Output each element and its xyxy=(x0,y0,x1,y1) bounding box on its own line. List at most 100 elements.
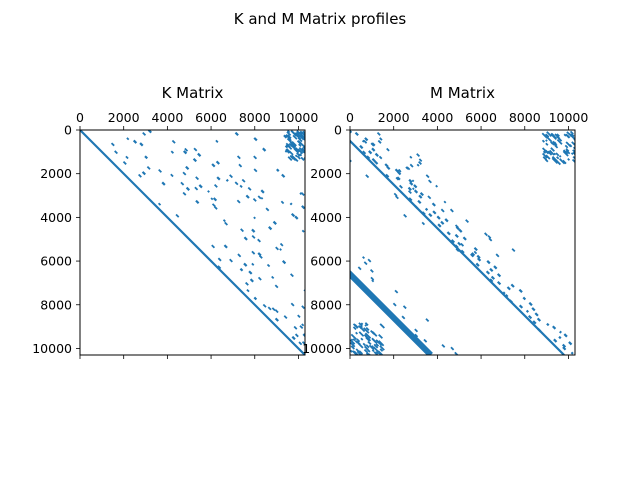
k-matrix-nonzero-segment xyxy=(346,316,349,319)
k-matrix-nonzero-segment xyxy=(224,221,229,226)
k-matrix-nonzero-segment xyxy=(332,277,335,280)
m-matrix-corner-block-segment xyxy=(541,132,548,139)
m-matrix-corner-block-segment xyxy=(556,135,563,142)
k-matrix-nonzero-segment xyxy=(344,240,347,243)
m-matrix-corner-block-segment xyxy=(542,152,548,159)
k-matrix-nonzero-segment xyxy=(110,142,115,147)
m-matrix-nonzero-segment xyxy=(408,197,413,202)
k-matrix-corner-block-segment xyxy=(299,153,303,157)
m-matrix-nonzero-segment xyxy=(379,137,383,141)
m-matrix-nonzero-segment xyxy=(418,161,422,165)
k-matrix-corner-block-segment xyxy=(294,154,298,158)
m-matrix-nonzero-segment xyxy=(428,179,432,184)
m-matrix-nonzero-segment xyxy=(409,155,413,159)
k-matrix-nonzero-segment xyxy=(402,287,405,290)
m-matrix-nonzero-segment xyxy=(489,278,494,283)
m-matrix-nonzero-segment xyxy=(417,199,422,205)
m-matrix-corner-block-segment xyxy=(367,340,372,346)
k-matrix-nonzero-segment xyxy=(399,311,402,314)
k-matrix-nonzero-segment xyxy=(211,163,216,168)
m-matrix-nonzero-segment xyxy=(354,131,359,137)
m-matrix-nonzero-segment xyxy=(528,301,533,307)
k-matrix-nonzero-segment xyxy=(195,176,200,181)
k-matrix-nonzero-segment xyxy=(267,306,272,311)
k-matrix-nonzero-segment xyxy=(276,168,280,172)
k-matrix-nonzero-segment xyxy=(368,224,371,227)
m-matrix-nonzero-segment xyxy=(363,139,368,144)
k-matrix-nonzero-segment xyxy=(420,243,423,246)
m-matrix-corner-block-segment xyxy=(555,152,560,157)
m-matrix-nonzero-segment xyxy=(414,328,419,333)
k-matrix-nonzero-segment xyxy=(300,192,305,197)
m-matrix-nonzero-segment xyxy=(416,163,420,167)
k-matrix-nonzero-segment xyxy=(385,211,388,214)
m-matrix-nonzero-segment xyxy=(454,233,459,239)
m-matrix-corner-block-segment xyxy=(371,349,375,353)
m-matrix-nonzero-segment xyxy=(440,220,445,225)
k-matrix-nonzero-segment xyxy=(142,132,147,136)
k-matrix-corner-block-segment xyxy=(302,146,305,150)
k-matrix-nonzero-segment xyxy=(309,320,312,323)
k-matrix-nonzero-segment xyxy=(266,263,271,268)
k-matrix-nonzero-segment xyxy=(274,284,279,289)
m-matrix-nonzero-segment xyxy=(534,312,539,317)
k-matrix-nonzero-segment xyxy=(262,147,267,152)
k-matrix-nonzero-segment xyxy=(239,184,243,188)
m-matrix-nonzero-segment xyxy=(409,181,414,186)
k-matrix-nonzero-segment xyxy=(299,192,303,195)
k-matrix-nonzero-segment xyxy=(238,163,243,168)
k-matrix-nonzero-segment xyxy=(194,186,199,191)
m-matrix-nonzero-segment xyxy=(409,163,414,168)
k-matrix-nonzero-segment xyxy=(298,341,303,346)
m-matrix-corner-block-segment xyxy=(355,331,358,335)
m-matrix-corner-block-segment xyxy=(567,157,571,161)
m-matrix-corner-block-segment xyxy=(362,342,367,347)
k-matrix-frame xyxy=(79,129,306,356)
m-matrix-corner-block-segment xyxy=(569,130,574,135)
k-matrix-nonzero-segment xyxy=(488,324,491,327)
m-matrix-corner-block-segment xyxy=(554,144,559,149)
m-matrix-corner-block-segment xyxy=(358,322,363,327)
k-matrix-nonzero-segment xyxy=(211,203,216,208)
m-matrix-nonzero-segment xyxy=(522,296,527,301)
m-matrix-nonzero-segment xyxy=(440,208,445,213)
k-matrix-nonzero-segment xyxy=(192,158,197,163)
m-matrix-nonzero-segment xyxy=(419,192,424,197)
k-matrix-nonzero-segment xyxy=(461,352,463,354)
m-matrix-y-tick-label: 4000 xyxy=(310,210,342,225)
k-matrix-nonzero-segment xyxy=(182,171,187,176)
m-matrix-corner-block-segment xyxy=(541,139,545,143)
k-matrix-nonzero-segment xyxy=(146,165,151,170)
k-matrix-nonzero-segment xyxy=(453,282,456,285)
m-matrix-nonzero-segment xyxy=(346,138,349,141)
k-matrix-nonzero-segment xyxy=(306,295,308,297)
k-matrix-nonzero-segment xyxy=(161,181,166,186)
m-matrix-nonzero-segment xyxy=(473,250,478,255)
k-matrix-nonzero-segment xyxy=(290,212,296,218)
m-matrix-corner-block-segment xyxy=(562,149,569,155)
m-matrix-corner-block-segment xyxy=(358,331,365,337)
m-matrix-nonzero-segment xyxy=(370,142,375,147)
k-matrix-nonzero-segment xyxy=(251,250,256,255)
k-matrix-nonzero-segment xyxy=(360,297,363,300)
m-matrix-nonzero-segment xyxy=(475,262,480,267)
m-matrix-nonzero-segment xyxy=(546,322,550,327)
m-matrix-corner-block-segment xyxy=(364,335,369,339)
k-matrix-corner-block-segment xyxy=(289,141,297,148)
m-matrix-corner-block-segment xyxy=(553,152,557,156)
k-matrix-nonzero-segment xyxy=(253,155,258,160)
m-matrix-nonzero-segment xyxy=(407,190,412,194)
k-matrix-nonzero-segment xyxy=(260,197,264,200)
m-matrix-nonzero-segment xyxy=(563,333,568,338)
m-matrix-corner-block-segment xyxy=(572,149,575,153)
k-matrix-nonzero-segment xyxy=(222,219,226,223)
m-matrix-corner-block-segment xyxy=(368,344,375,351)
m-matrix-nonzero-segment xyxy=(558,335,562,340)
k-matrix-nonzero-segment xyxy=(354,250,357,253)
m-matrix-x-tick-label: 10000 xyxy=(549,110,589,125)
k-matrix-nonzero-segment xyxy=(409,261,412,264)
k-matrix-nonzero-segment xyxy=(216,176,221,181)
k-matrix-nonzero-segment xyxy=(324,313,326,315)
k-matrix-nonzero-segment xyxy=(442,282,444,284)
